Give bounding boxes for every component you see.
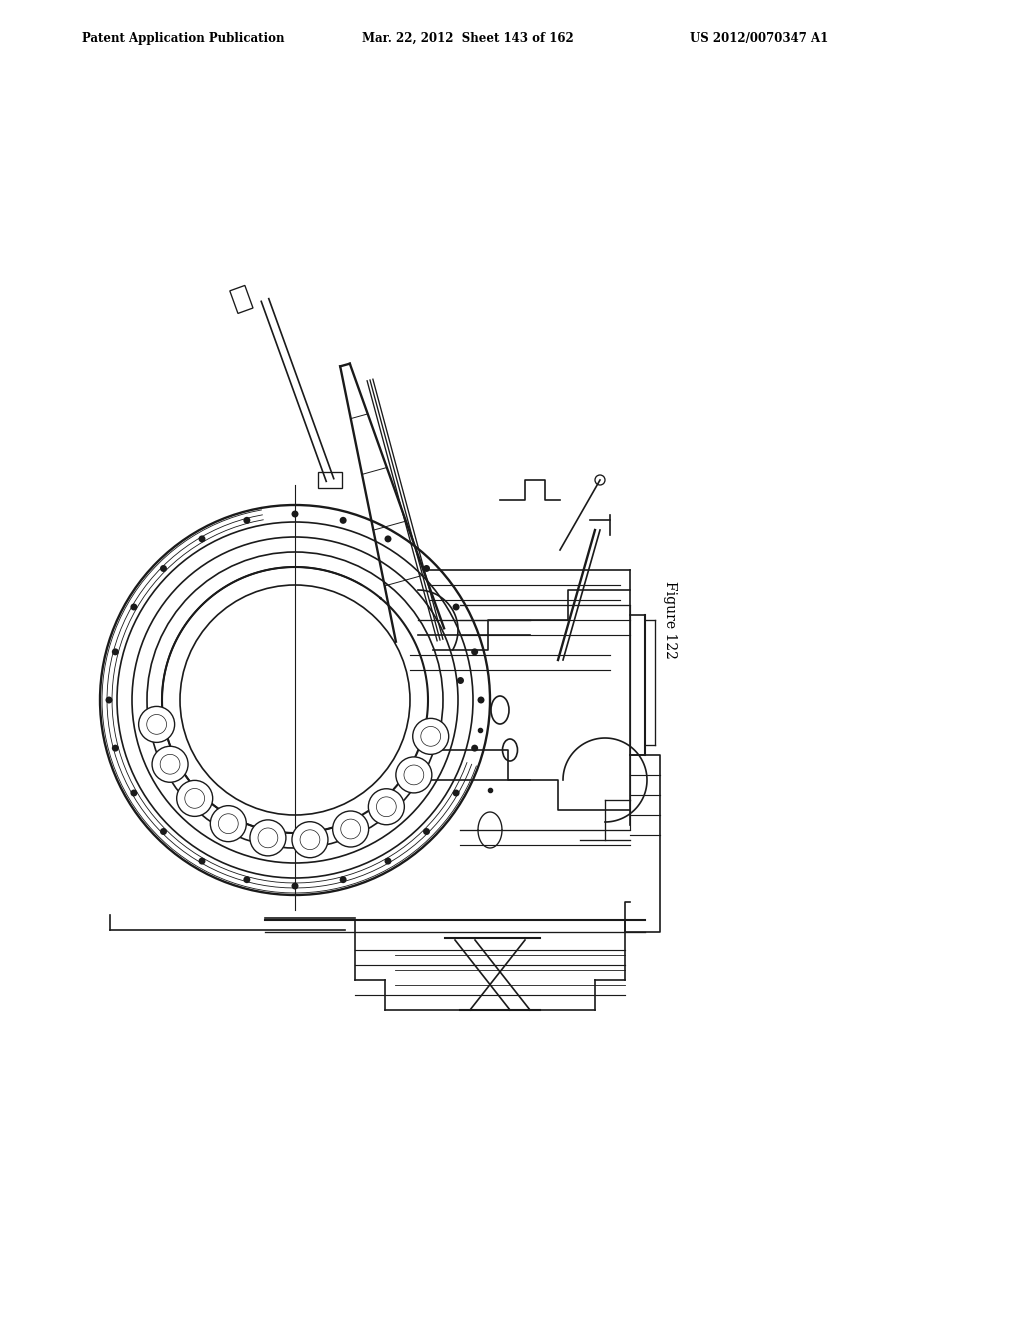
Circle shape <box>384 536 391 543</box>
Circle shape <box>177 780 213 816</box>
Circle shape <box>333 810 369 847</box>
Circle shape <box>105 697 113 704</box>
Circle shape <box>292 883 299 890</box>
Circle shape <box>130 789 137 796</box>
Circle shape <box>477 697 484 704</box>
Circle shape <box>384 858 391 865</box>
Bar <box>229 285 253 313</box>
Circle shape <box>471 744 478 751</box>
Circle shape <box>292 822 328 858</box>
Circle shape <box>130 603 137 610</box>
Circle shape <box>396 756 432 793</box>
Text: Patent Application Publication: Patent Application Publication <box>82 32 285 45</box>
Circle shape <box>244 876 250 883</box>
Circle shape <box>199 536 206 543</box>
Circle shape <box>199 858 206 865</box>
Circle shape <box>210 805 247 842</box>
Circle shape <box>180 585 410 814</box>
Circle shape <box>423 828 430 836</box>
Circle shape <box>423 565 430 572</box>
Circle shape <box>340 517 347 524</box>
Circle shape <box>112 744 119 751</box>
Text: US 2012/0070347 A1: US 2012/0070347 A1 <box>690 32 828 45</box>
Circle shape <box>413 718 449 754</box>
Circle shape <box>152 746 188 783</box>
Circle shape <box>112 648 119 655</box>
Circle shape <box>292 511 299 517</box>
Circle shape <box>160 565 167 572</box>
Circle shape <box>471 648 478 655</box>
Text: Mar. 22, 2012  Sheet 143 of 162: Mar. 22, 2012 Sheet 143 of 162 <box>362 32 573 45</box>
Circle shape <box>138 706 175 742</box>
Circle shape <box>250 820 286 855</box>
Circle shape <box>340 876 347 883</box>
Text: Figure 122: Figure 122 <box>663 581 677 659</box>
Circle shape <box>453 789 460 796</box>
Circle shape <box>453 603 460 610</box>
Circle shape <box>244 517 250 524</box>
Circle shape <box>369 789 404 825</box>
Circle shape <box>160 828 167 836</box>
